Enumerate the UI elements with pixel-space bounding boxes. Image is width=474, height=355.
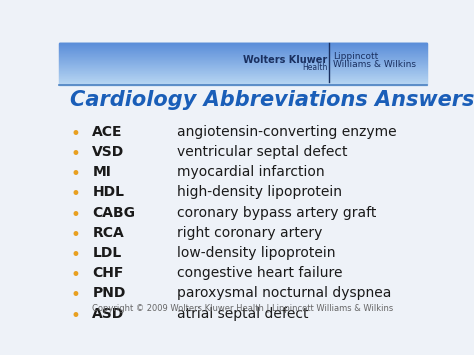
Text: ASD: ASD — [92, 307, 125, 321]
Bar — [59, 50, 427, 51]
Text: Lippincott: Lippincott — [333, 52, 378, 61]
Bar — [59, 82, 427, 83]
Bar — [59, 54, 427, 55]
Bar — [59, 53, 427, 54]
Text: angiotensin-converting enzyme: angiotensin-converting enzyme — [177, 125, 396, 138]
Text: low-density lipoprotein: low-density lipoprotein — [177, 246, 335, 260]
Bar — [59, 60, 427, 61]
Bar — [59, 74, 427, 75]
Text: CABG: CABG — [92, 206, 135, 219]
Text: CHF: CHF — [92, 266, 124, 280]
Text: congestive heart failure: congestive heart failure — [177, 266, 342, 280]
Bar — [59, 68, 427, 69]
Bar — [59, 73, 427, 74]
Text: MI: MI — [92, 165, 111, 179]
Bar — [59, 80, 427, 81]
Text: PND: PND — [92, 286, 126, 300]
Bar — [59, 55, 427, 56]
Bar — [59, 56, 427, 57]
Text: •: • — [70, 185, 80, 203]
Text: ACE: ACE — [92, 125, 123, 138]
Text: Williams & Wilkins: Williams & Wilkins — [333, 60, 416, 69]
Text: •: • — [70, 165, 80, 183]
Text: atrial septal defect: atrial septal defect — [177, 307, 308, 321]
Bar — [59, 64, 427, 65]
Text: •: • — [70, 246, 80, 264]
Bar — [59, 52, 427, 53]
Bar — [59, 61, 427, 62]
Text: •: • — [70, 307, 80, 325]
Bar — [59, 66, 427, 67]
Text: •: • — [70, 266, 80, 284]
Text: •: • — [70, 286, 80, 305]
Bar — [59, 75, 427, 76]
Bar — [59, 63, 427, 64]
Text: ventricular septal defect: ventricular septal defect — [177, 145, 347, 159]
Text: right coronary artery: right coronary artery — [177, 226, 322, 240]
Text: •: • — [70, 206, 80, 224]
Bar — [59, 48, 427, 49]
Text: RCA: RCA — [92, 226, 124, 240]
Bar — [59, 45, 427, 46]
Bar — [59, 57, 427, 58]
Bar — [59, 59, 427, 60]
Bar — [59, 44, 427, 45]
Bar — [59, 43, 427, 44]
Text: high-density lipoprotein: high-density lipoprotein — [177, 185, 342, 199]
Bar — [59, 65, 427, 66]
Bar — [59, 49, 427, 50]
Bar — [59, 67, 427, 68]
Text: •: • — [70, 145, 80, 163]
Text: LDL: LDL — [92, 246, 121, 260]
Text: myocardial infarction: myocardial infarction — [177, 165, 324, 179]
Bar — [59, 76, 427, 77]
Bar — [59, 79, 427, 80]
Text: coronary bypass artery graft: coronary bypass artery graft — [177, 206, 376, 219]
Bar — [59, 58, 427, 59]
Bar — [59, 62, 427, 63]
Text: paroxysmal nocturnal dyspnea: paroxysmal nocturnal dyspnea — [177, 286, 391, 300]
Text: •: • — [70, 226, 80, 244]
Text: VSD: VSD — [92, 145, 125, 159]
Bar — [59, 77, 427, 78]
Text: Copyright © 2009 Wolters Kluwer Health | Lippincott Williams & Wilkins: Copyright © 2009 Wolters Kluwer Health |… — [92, 304, 393, 313]
Bar — [59, 46, 427, 47]
Bar — [59, 72, 427, 73]
Bar — [59, 84, 427, 85]
Bar — [59, 81, 427, 82]
Text: •: • — [70, 125, 80, 143]
Bar — [59, 83, 427, 84]
Bar — [59, 78, 427, 79]
Bar — [59, 47, 427, 48]
Bar — [59, 70, 427, 71]
Text: Wolters Kluwer: Wolters Kluwer — [243, 55, 328, 65]
Text: Cardiology Abbreviations Answers: Cardiology Abbreviations Answers — [70, 90, 474, 110]
Bar — [59, 51, 427, 52]
Bar — [59, 69, 427, 70]
Text: Health: Health — [302, 63, 328, 72]
Text: HDL: HDL — [92, 185, 124, 199]
Bar — [59, 71, 427, 72]
